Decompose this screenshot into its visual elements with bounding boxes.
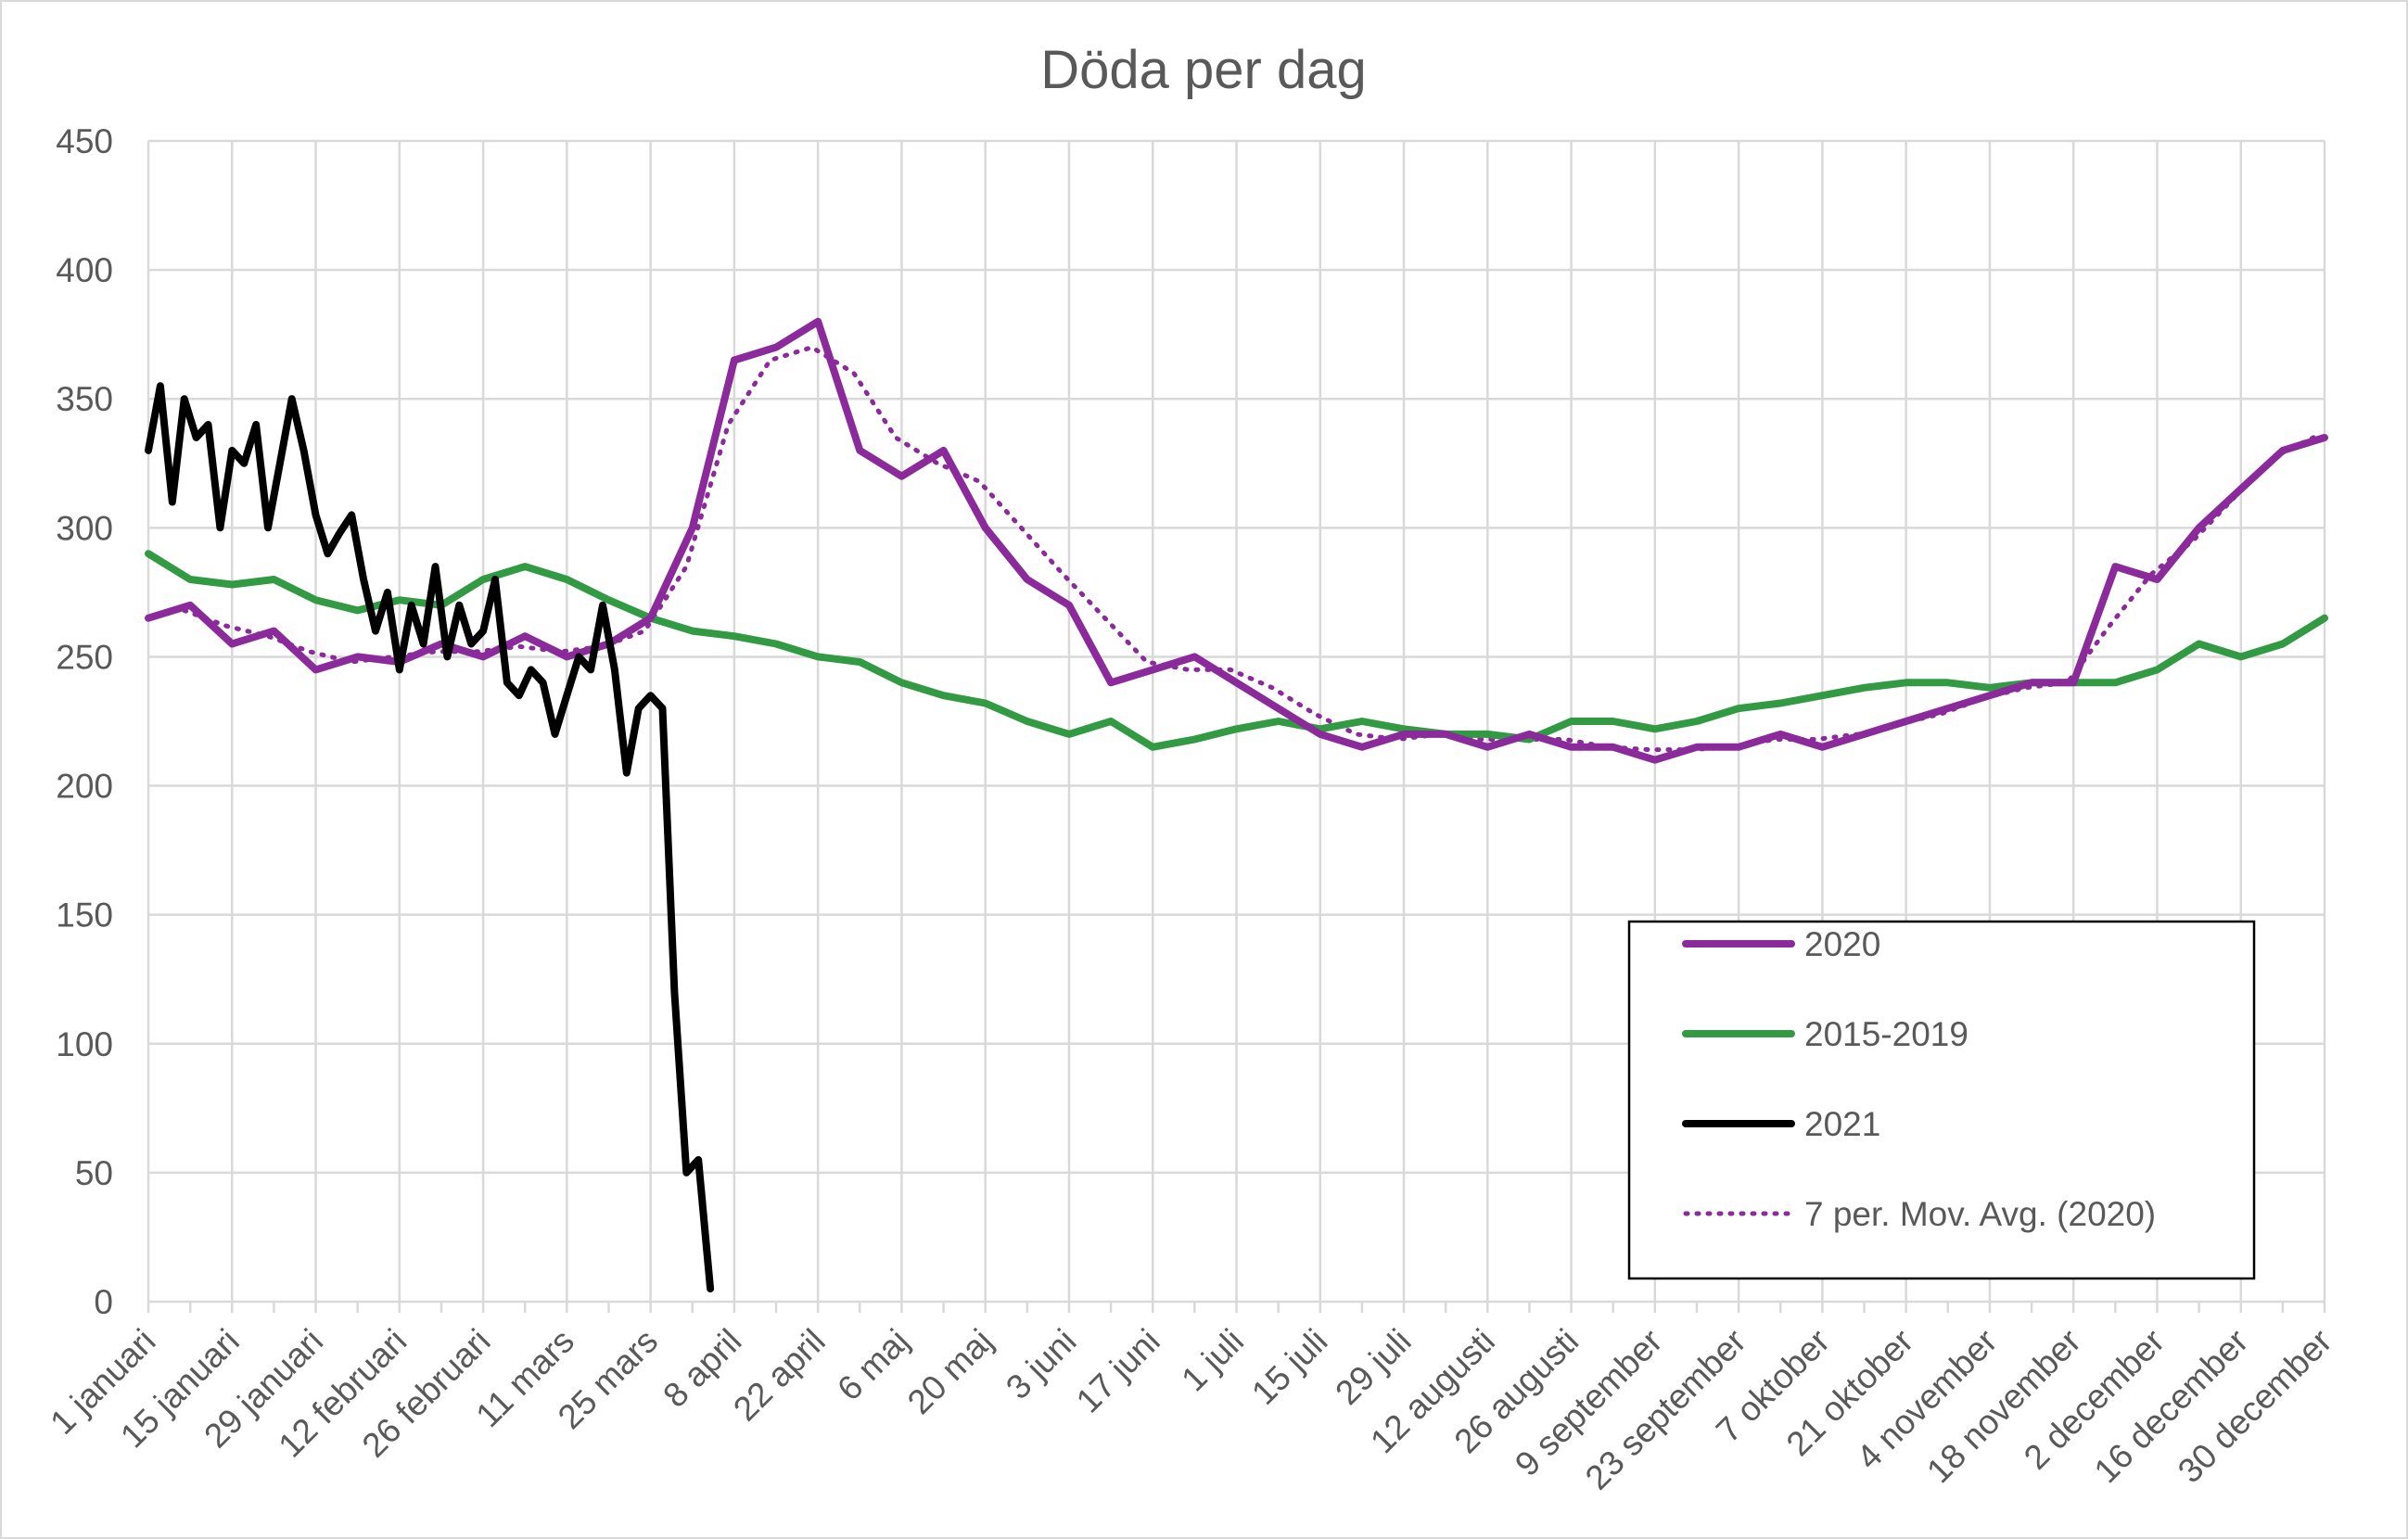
y-tick-label: 250 (56, 638, 113, 676)
y-tick-label: 100 (56, 1025, 113, 1063)
series-line-2021 (145, 382, 715, 1293)
legend-label: 2020 (1804, 925, 1880, 963)
chart-title: Döda per dag (1040, 40, 1366, 100)
y-tick-label: 200 (56, 768, 113, 806)
series-line-2020 (145, 317, 2328, 764)
y-tick-label: 400 (56, 251, 113, 289)
legend-box (1627, 920, 2256, 1280)
legend-label: 2021 (1804, 1105, 1880, 1143)
y-tick-label: 50 (75, 1154, 113, 1192)
legend-label: 2015-2019 (1804, 1015, 1968, 1053)
y-tick-label: 450 (56, 122, 113, 160)
legend-label: 7 per. Mov. Avg. (2020) (1804, 1195, 2156, 1233)
series-line-2015-2019 (145, 550, 2328, 751)
y-tick-label: 350 (56, 380, 113, 418)
y-tick-label: 300 (56, 509, 113, 547)
gridlines (147, 139, 2326, 1313)
legend: 2020 2015-2019 2021 7 per. Mov. Avg. (2020) (1627, 920, 2256, 1280)
y-tick-label: 150 (56, 897, 113, 935)
y-tick-label: 0 (94, 1283, 113, 1321)
series-lines (145, 317, 2328, 1293)
